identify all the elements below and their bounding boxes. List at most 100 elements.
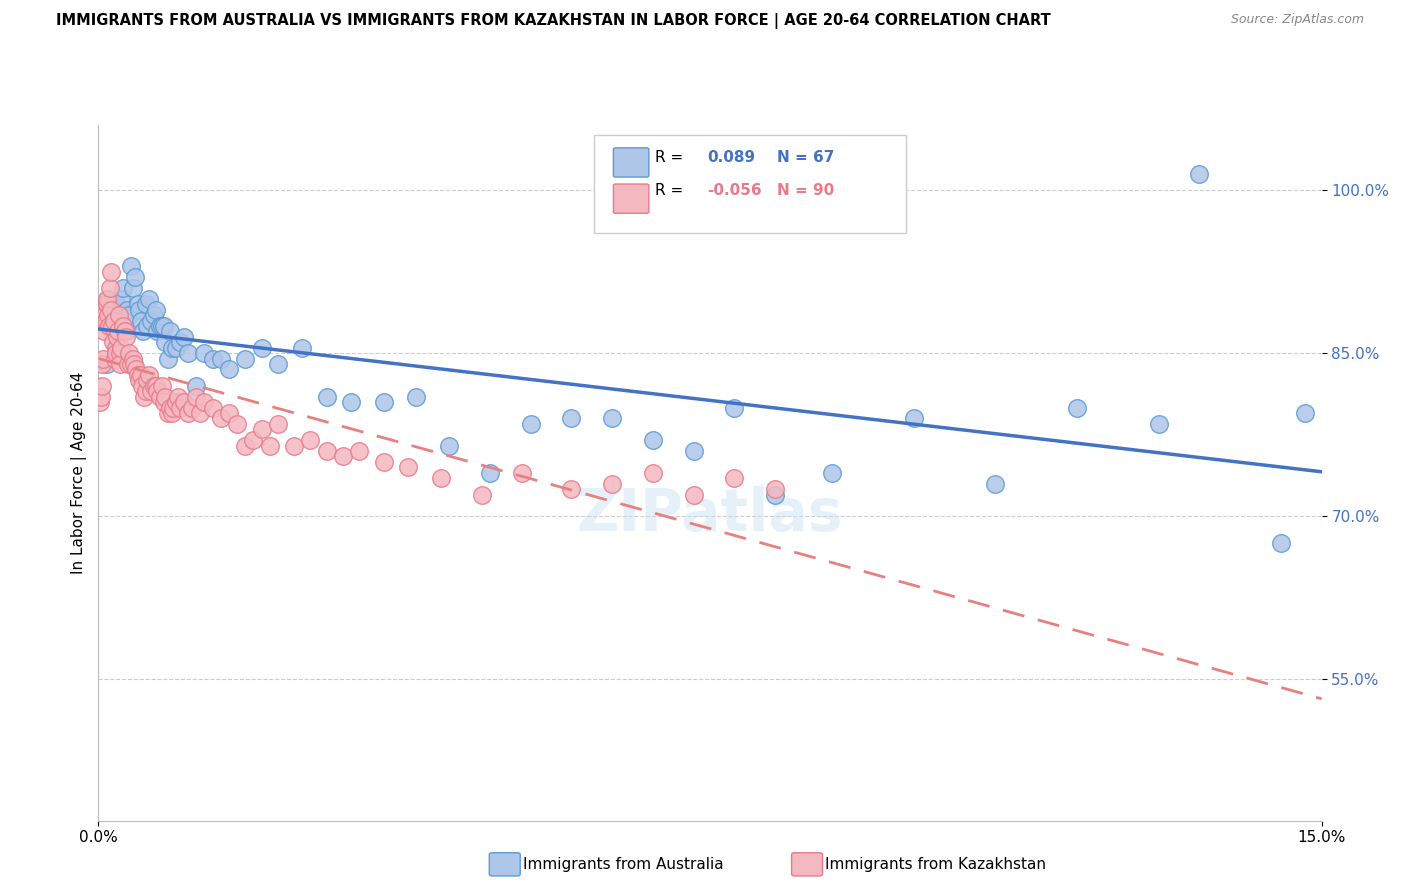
Point bbox=[233, 439, 256, 453]
Point bbox=[127, 368, 149, 382]
Point bbox=[90, 390, 112, 404]
Point bbox=[150, 318, 173, 333]
Point bbox=[600, 411, 623, 425]
Point bbox=[315, 390, 337, 404]
Point bbox=[104, 351, 127, 366]
Point bbox=[135, 384, 157, 399]
Point bbox=[763, 482, 786, 496]
Point bbox=[108, 318, 131, 333]
Point bbox=[821, 466, 844, 480]
Text: R =: R = bbox=[655, 184, 688, 199]
Point bbox=[218, 406, 240, 420]
Point bbox=[114, 325, 136, 339]
Point bbox=[120, 357, 142, 371]
Point bbox=[115, 330, 138, 344]
Point bbox=[332, 450, 354, 464]
Point bbox=[299, 433, 322, 447]
Point bbox=[193, 346, 215, 360]
Point bbox=[121, 281, 143, 295]
Text: Source: ZipAtlas.com: Source: ZipAtlas.com bbox=[1230, 13, 1364, 27]
Point bbox=[177, 406, 200, 420]
Point bbox=[101, 318, 124, 333]
Point bbox=[101, 335, 124, 350]
Point bbox=[132, 325, 155, 339]
Point bbox=[155, 335, 177, 350]
Point bbox=[104, 325, 127, 339]
Point bbox=[108, 308, 131, 322]
Point bbox=[160, 341, 183, 355]
Point bbox=[340, 395, 363, 409]
Point bbox=[169, 335, 191, 350]
Point bbox=[103, 313, 125, 327]
Point bbox=[98, 281, 121, 295]
Point bbox=[209, 411, 232, 425]
Point bbox=[315, 444, 337, 458]
Point bbox=[136, 318, 159, 333]
Point bbox=[127, 297, 149, 311]
Point bbox=[250, 422, 273, 436]
Point bbox=[128, 373, 150, 387]
Point bbox=[167, 390, 190, 404]
Point bbox=[471, 487, 494, 501]
Point bbox=[1147, 417, 1170, 431]
Point bbox=[149, 390, 172, 404]
Point bbox=[142, 308, 165, 322]
Point bbox=[165, 341, 187, 355]
Point bbox=[1294, 406, 1316, 420]
Point bbox=[120, 259, 142, 273]
Point bbox=[97, 308, 120, 322]
FancyBboxPatch shape bbox=[613, 148, 648, 177]
Point bbox=[600, 476, 623, 491]
Point bbox=[267, 417, 290, 431]
Point bbox=[267, 357, 290, 371]
Point bbox=[152, 395, 174, 409]
Point bbox=[641, 466, 664, 480]
Point bbox=[110, 357, 132, 371]
Point bbox=[128, 302, 150, 317]
Point bbox=[145, 302, 167, 317]
FancyBboxPatch shape bbox=[593, 136, 905, 233]
FancyBboxPatch shape bbox=[613, 184, 648, 213]
Point bbox=[90, 378, 112, 392]
Point bbox=[111, 281, 134, 295]
Point bbox=[124, 270, 146, 285]
Point bbox=[115, 302, 138, 317]
Point bbox=[250, 341, 273, 355]
Text: Immigrants from Kazakhstan: Immigrants from Kazakhstan bbox=[825, 857, 1046, 871]
Point bbox=[186, 390, 208, 404]
Point bbox=[125, 362, 148, 376]
Point bbox=[110, 292, 132, 306]
Point bbox=[162, 401, 184, 415]
Text: N = 67: N = 67 bbox=[778, 150, 835, 165]
Point bbox=[129, 313, 152, 327]
Point bbox=[117, 357, 139, 371]
Point bbox=[1270, 536, 1292, 550]
Point bbox=[96, 292, 118, 306]
Point bbox=[349, 444, 371, 458]
Point bbox=[136, 373, 159, 387]
Point bbox=[181, 401, 204, 415]
Point bbox=[155, 390, 177, 404]
Point bbox=[233, 351, 256, 366]
Point bbox=[111, 318, 134, 333]
Y-axis label: In Labor Force | Age 20-64: In Labor Force | Age 20-64 bbox=[72, 372, 87, 574]
Point bbox=[124, 357, 146, 371]
Point bbox=[283, 439, 305, 453]
Point bbox=[218, 362, 240, 376]
Point bbox=[373, 395, 395, 409]
Point bbox=[132, 390, 155, 404]
Point bbox=[723, 401, 745, 415]
Point bbox=[135, 297, 157, 311]
Point bbox=[173, 330, 195, 344]
Point bbox=[152, 318, 174, 333]
Point bbox=[437, 439, 460, 453]
Text: Immigrants from Australia: Immigrants from Australia bbox=[523, 857, 724, 871]
Point bbox=[108, 346, 131, 360]
Point bbox=[97, 292, 120, 306]
Point bbox=[96, 357, 118, 371]
Point bbox=[105, 330, 128, 344]
Point bbox=[91, 357, 114, 371]
Text: IMMIGRANTS FROM AUSTRALIA VS IMMIGRANTS FROM KAZAKHSTAN IN LABOR FORCE | AGE 20-: IMMIGRANTS FROM AUSTRALIA VS IMMIGRANTS … bbox=[56, 13, 1052, 29]
Point bbox=[93, 325, 115, 339]
Text: -0.056: -0.056 bbox=[707, 184, 762, 199]
